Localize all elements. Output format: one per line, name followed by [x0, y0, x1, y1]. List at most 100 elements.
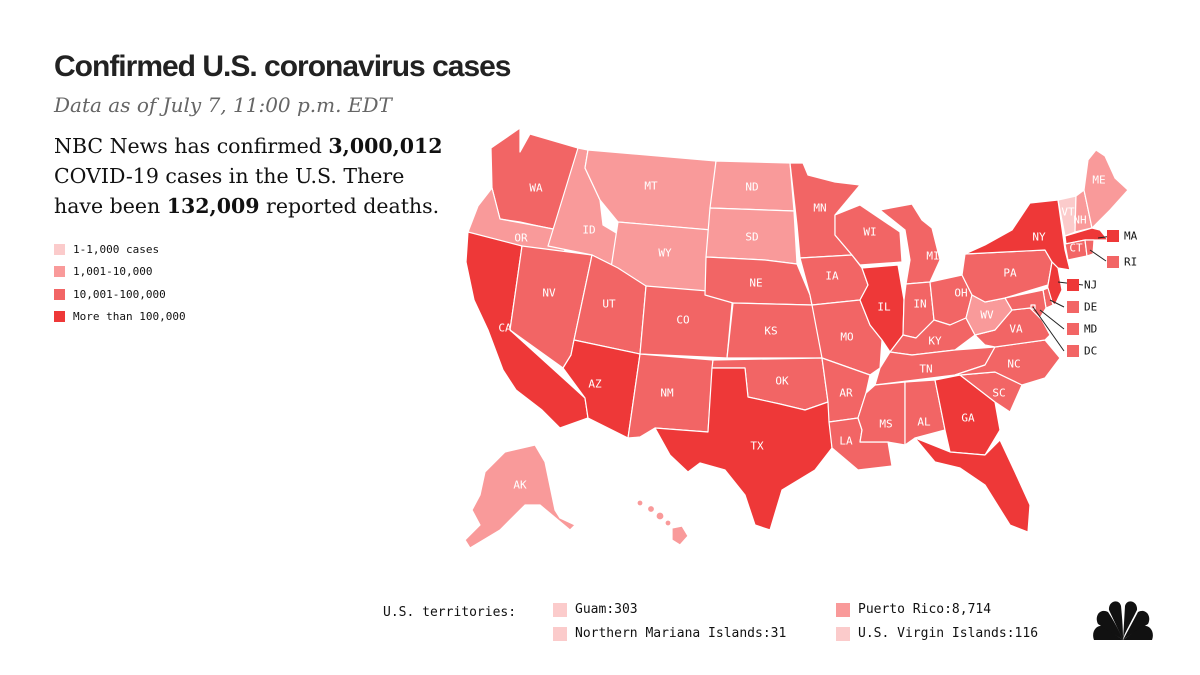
callout-label-DC: DC	[1084, 345, 1097, 358]
callout-leader-DE	[1049, 299, 1065, 308]
state-label-LA: LA	[839, 435, 853, 448]
state-label-ID: ID	[582, 224, 595, 237]
hawaii-island	[636, 499, 644, 507]
state-label-PA: PA	[1003, 267, 1017, 280]
state-label-UT: UT	[602, 298, 616, 311]
map-legend: 1-1,000 cases 1,001-10,000 10,001-100,00…	[54, 238, 186, 328]
territory-swatch	[836, 626, 850, 641]
legend-label: More than 100,000	[73, 310, 186, 324]
callout-leader-MD	[1039, 309, 1065, 330]
territory-swatch	[553, 626, 567, 641]
territory-swatch	[836, 602, 850, 617]
legend-item-4: More than 100,000	[54, 306, 186, 329]
state-label-SC: SC	[992, 387, 1005, 400]
territory-guam: Guam:303	[553, 602, 638, 617]
legend-swatch	[54, 288, 65, 300]
state-MS[interactable]	[857, 381, 906, 446]
territory-us-virgin-islands: U.S. Virgin Islands:116	[836, 626, 1038, 641]
state-label-ME: ME	[1092, 174, 1105, 187]
state-label-NV: NV	[542, 287, 556, 300]
state-HI[interactable]	[636, 499, 689, 546]
state-label-MT: MT	[644, 180, 658, 193]
state-label-SD: SD	[745, 231, 758, 244]
state-NY[interactable]	[964, 199, 1071, 271]
state-label-WI: WI	[863, 226, 876, 239]
territory-value: 303	[614, 602, 638, 617]
state-FL[interactable]	[914, 437, 1031, 533]
small-state-callouts: MA RI NJ DE MD DC	[1032, 230, 1138, 358]
state-ME[interactable]	[1083, 149, 1129, 229]
state-label-IA: IA	[825, 270, 839, 283]
callout-label-RI: RI	[1124, 256, 1137, 269]
state-label-IL: IL	[877, 301, 891, 314]
legend-item-1: 1-1,000 cases	[54, 238, 186, 261]
state-MI[interactable]	[879, 203, 941, 285]
state-label-OK: OK	[775, 375, 789, 388]
legend-item-3: 10,001-100,000	[54, 283, 186, 306]
summary-part-1: NBC News has confirmed	[54, 134, 329, 158]
callout-swatch-RI	[1107, 256, 1119, 268]
territory-name: Guam	[575, 602, 607, 617]
callout-swatch-MA	[1107, 230, 1119, 242]
hawaii-island	[671, 525, 689, 546]
state-TX[interactable]	[654, 367, 833, 531]
state-label-WY: WY	[658, 247, 672, 260]
state-label-WV: WV	[980, 309, 994, 322]
legend-label: 1,001-10,000	[73, 265, 153, 279]
state-label-CA: CA	[498, 322, 512, 335]
territory-value: 8,714	[951, 602, 992, 617]
state-label-MO: MO	[840, 331, 853, 344]
state-label-NY: NY	[1032, 231, 1046, 244]
legend-swatch	[54, 311, 65, 323]
callout-label-NJ: NJ	[1084, 279, 1097, 292]
state-label-GA: GA	[961, 412, 975, 425]
state-IL[interactable]	[859, 264, 905, 353]
state-label-CO: CO	[676, 314, 689, 327]
total-cases: 3,000,012	[328, 134, 443, 158]
callout-swatch-NJ	[1067, 279, 1079, 291]
legend-swatch	[54, 243, 65, 255]
state-label-KS: KS	[764, 325, 777, 338]
callout-label-MD: MD	[1084, 323, 1097, 336]
state-RI[interactable]	[1084, 239, 1095, 257]
page-subtitle: Data as of July 7, 11:00 p.m. EDT	[54, 93, 392, 117]
nbc-peacock-icon	[1093, 601, 1153, 640]
state-label-NE: NE	[749, 277, 762, 290]
summary-part-3: reported deaths.	[259, 194, 440, 218]
state-label-AK: AK	[513, 479, 527, 492]
state-AK[interactable]	[464, 444, 576, 549]
state-NC[interactable]	[954, 339, 1061, 386]
state-label-AL: AL	[917, 416, 931, 429]
state-label-TX: TX	[750, 440, 764, 453]
summary-text: NBC News has confirmed 3,000,012 COVID-1…	[54, 131, 454, 221]
state-label-CT: CT	[1069, 242, 1083, 255]
state-label-NH: NH	[1073, 214, 1086, 227]
callout-swatch-MD	[1067, 323, 1079, 335]
territories-label: U.S. territories:	[383, 605, 517, 620]
total-deaths: 132,009	[166, 194, 260, 218]
territory-puerto-rico: Puerto Rico:8,714	[836, 602, 991, 617]
territory-value: 116	[1014, 626, 1039, 641]
state-labels: WA OR CA NV ID MT WY UT AZ CO NM ND SD N…	[498, 174, 1105, 492]
state-AL[interactable]	[904, 379, 946, 446]
state-label-AR: AR	[839, 387, 853, 400]
territory-name: Northern Mariana Islands	[575, 626, 763, 641]
state-label-MI: MI	[926, 250, 939, 263]
callout-label-MA: MA	[1124, 230, 1138, 243]
territory-value: 31	[770, 626, 787, 641]
legend-label: 1-1,000 cases	[73, 242, 160, 256]
state-WI[interactable]	[834, 204, 903, 266]
state-label-KY: KY	[928, 335, 942, 348]
state-label-OH: OH	[954, 287, 967, 300]
hawaii-island	[655, 511, 665, 521]
state-label-VT: VT	[1061, 206, 1075, 219]
callout-leader-RI	[1089, 249, 1107, 262]
territory-name: U.S. Virgin Islands	[858, 626, 1007, 641]
callout-leader-DC	[1032, 306, 1065, 352]
state-label-TN: TN	[919, 363, 932, 376]
territory-northern-mariana-islands: Northern Mariana Islands:31	[553, 626, 786, 641]
callout-label-DE: DE	[1084, 301, 1097, 314]
state-label-AZ: AZ	[588, 378, 602, 391]
callout-swatch-DC	[1067, 345, 1079, 357]
